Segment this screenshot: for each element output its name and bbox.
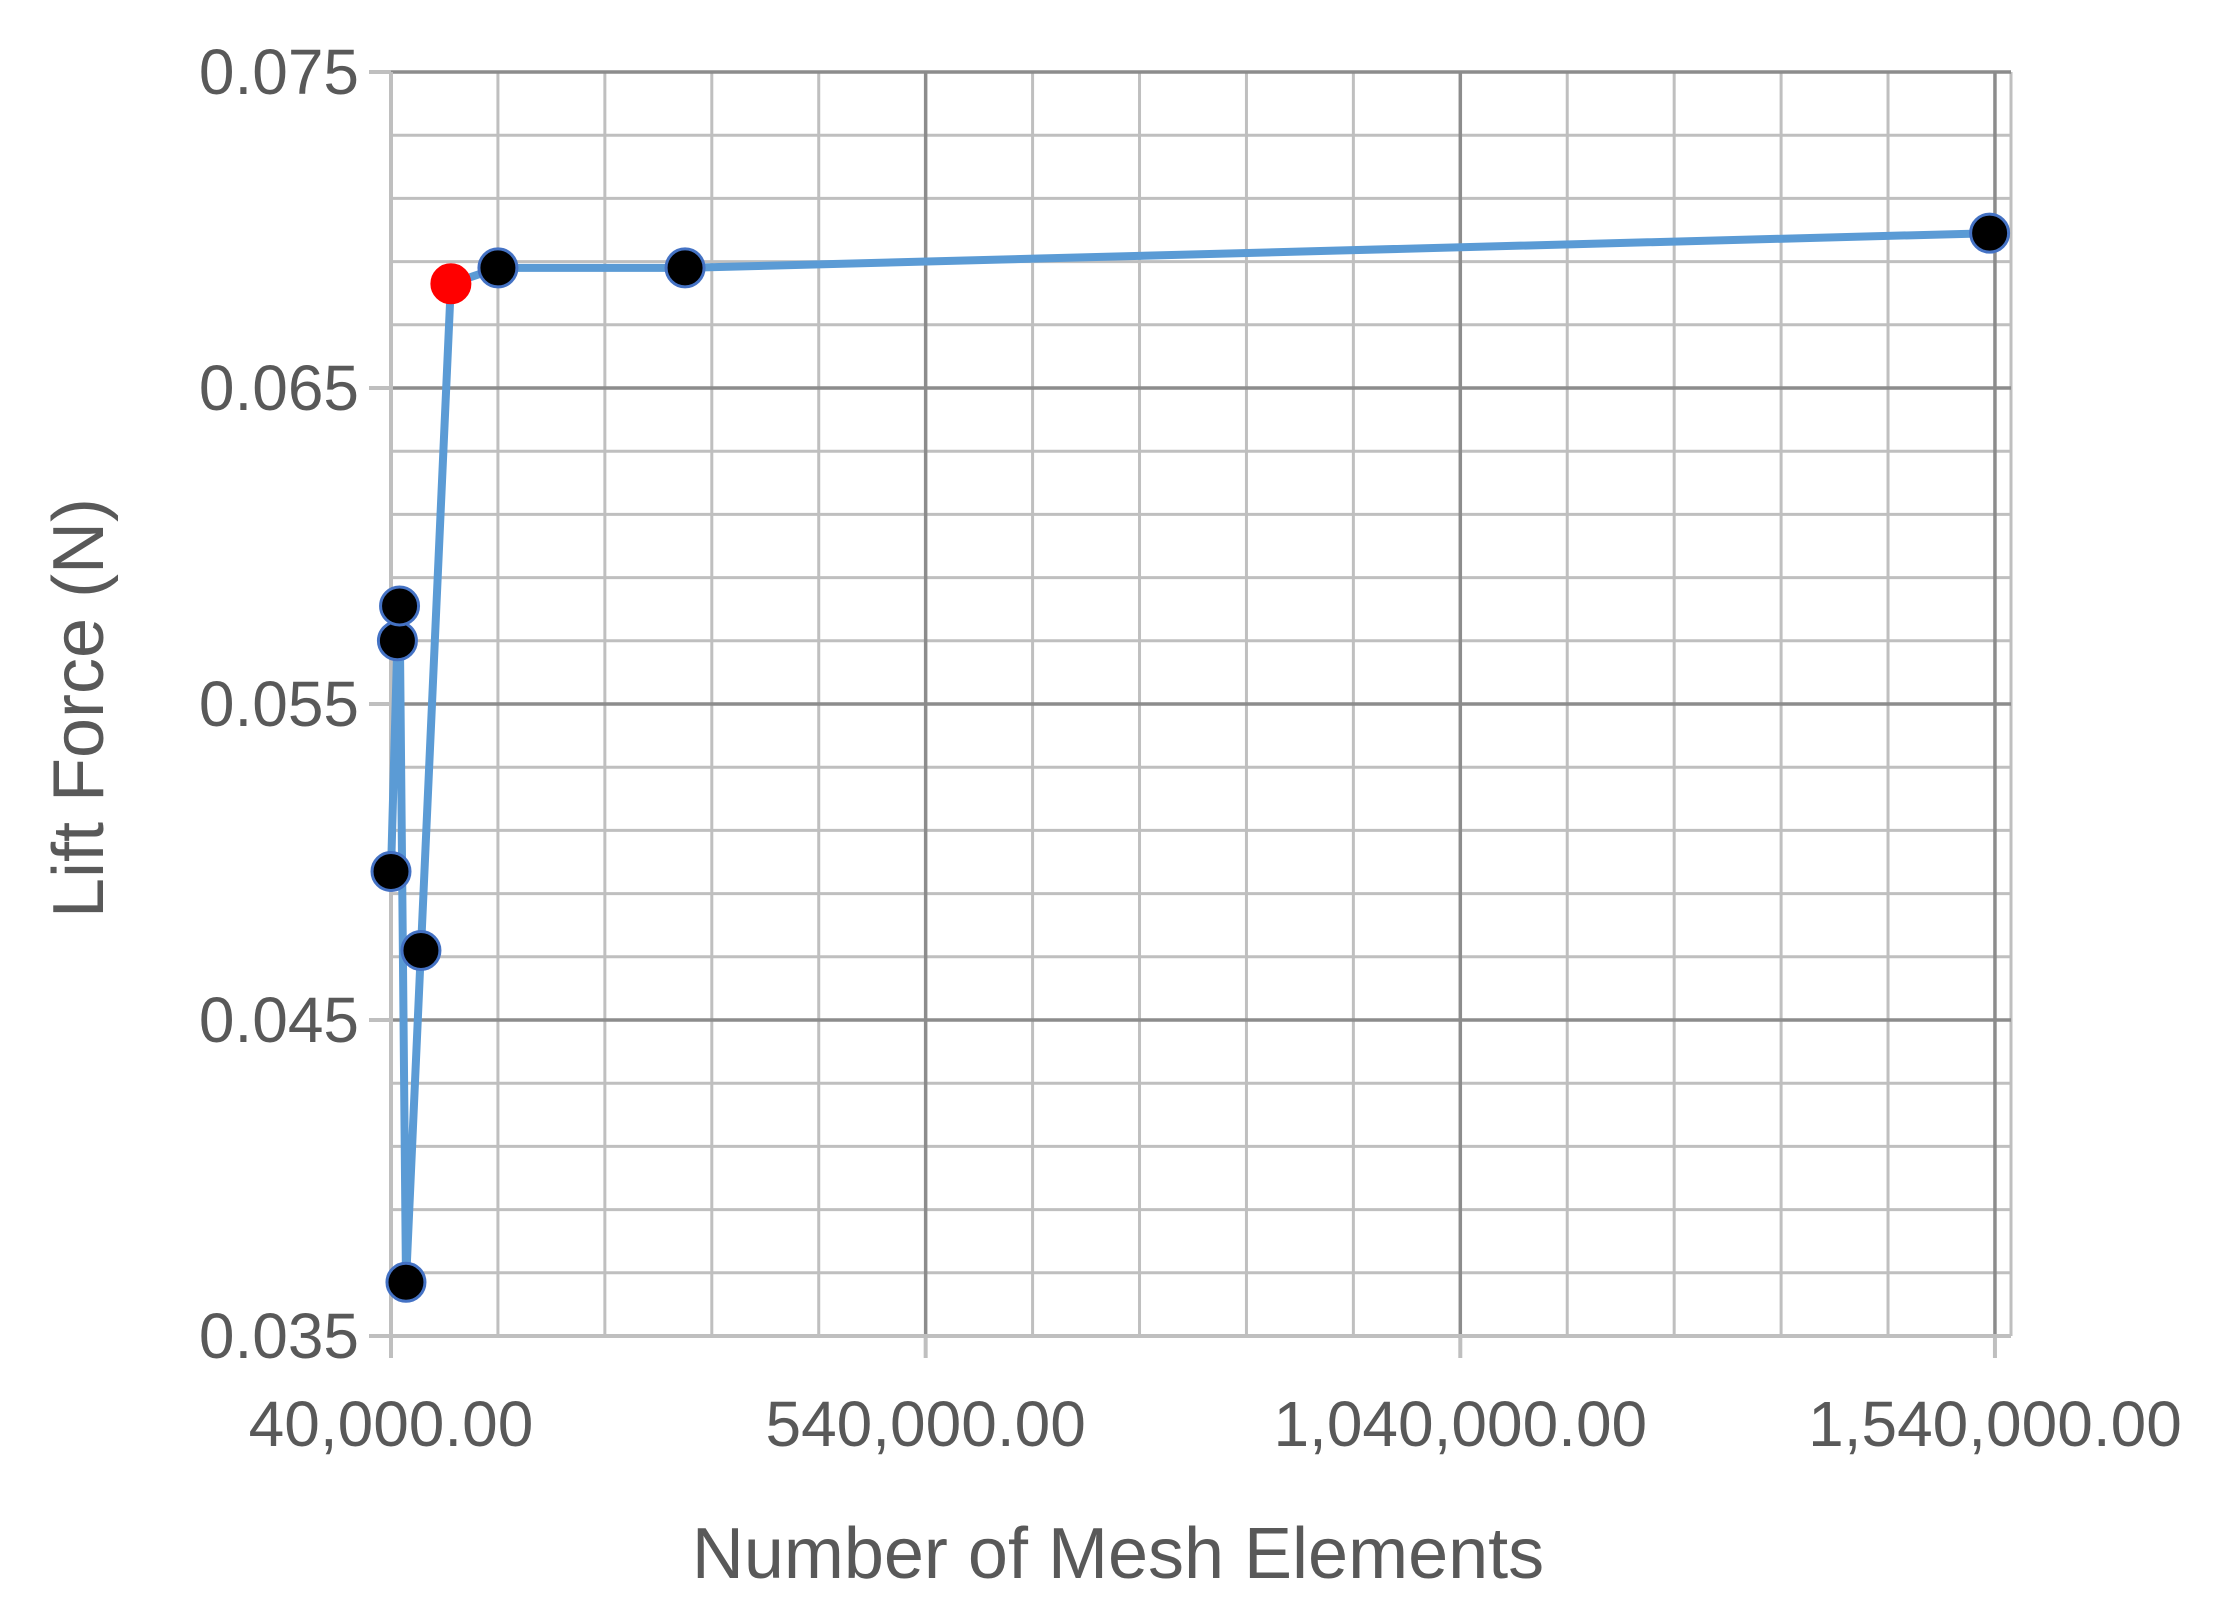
grid (391, 70, 2013, 1336)
data-point (370, 850, 412, 892)
y-tick-label: 0.035 (199, 1300, 359, 1372)
y-tick-label: 0.055 (199, 668, 359, 740)
highlighted-data-point (430, 263, 472, 305)
data-point (400, 929, 442, 971)
y-tick-label: 0.045 (199, 984, 359, 1056)
data-point (376, 620, 418, 662)
y-axis-title: Lift Force (N) (39, 498, 119, 918)
data-point (385, 1261, 427, 1303)
x-tick-label: 1,540,000.00 (1808, 1388, 2182, 1460)
axes (369, 70, 2011, 1358)
y-tick-label: 0.075 (199, 36, 359, 108)
series-line (387, 229, 1994, 1287)
series (370, 212, 2011, 1303)
tick-labels: 0.035 0.045 0.055 0.065 0.075 40,000.00 540,00… (199, 36, 2182, 1460)
x-tick-label: 1,040,000.00 (1273, 1388, 1647, 1460)
x-tick-label: 540,000.00 (765, 1388, 1085, 1460)
data-point (1969, 212, 2011, 254)
data-point (379, 585, 421, 627)
x-tick-label: 40,000.00 (249, 1388, 534, 1460)
y-tick-label: 0.065 (199, 352, 359, 424)
data-point (664, 247, 706, 289)
data-point (477, 247, 519, 289)
x-axis-title: Number of Mesh Elements (692, 1514, 1544, 1594)
